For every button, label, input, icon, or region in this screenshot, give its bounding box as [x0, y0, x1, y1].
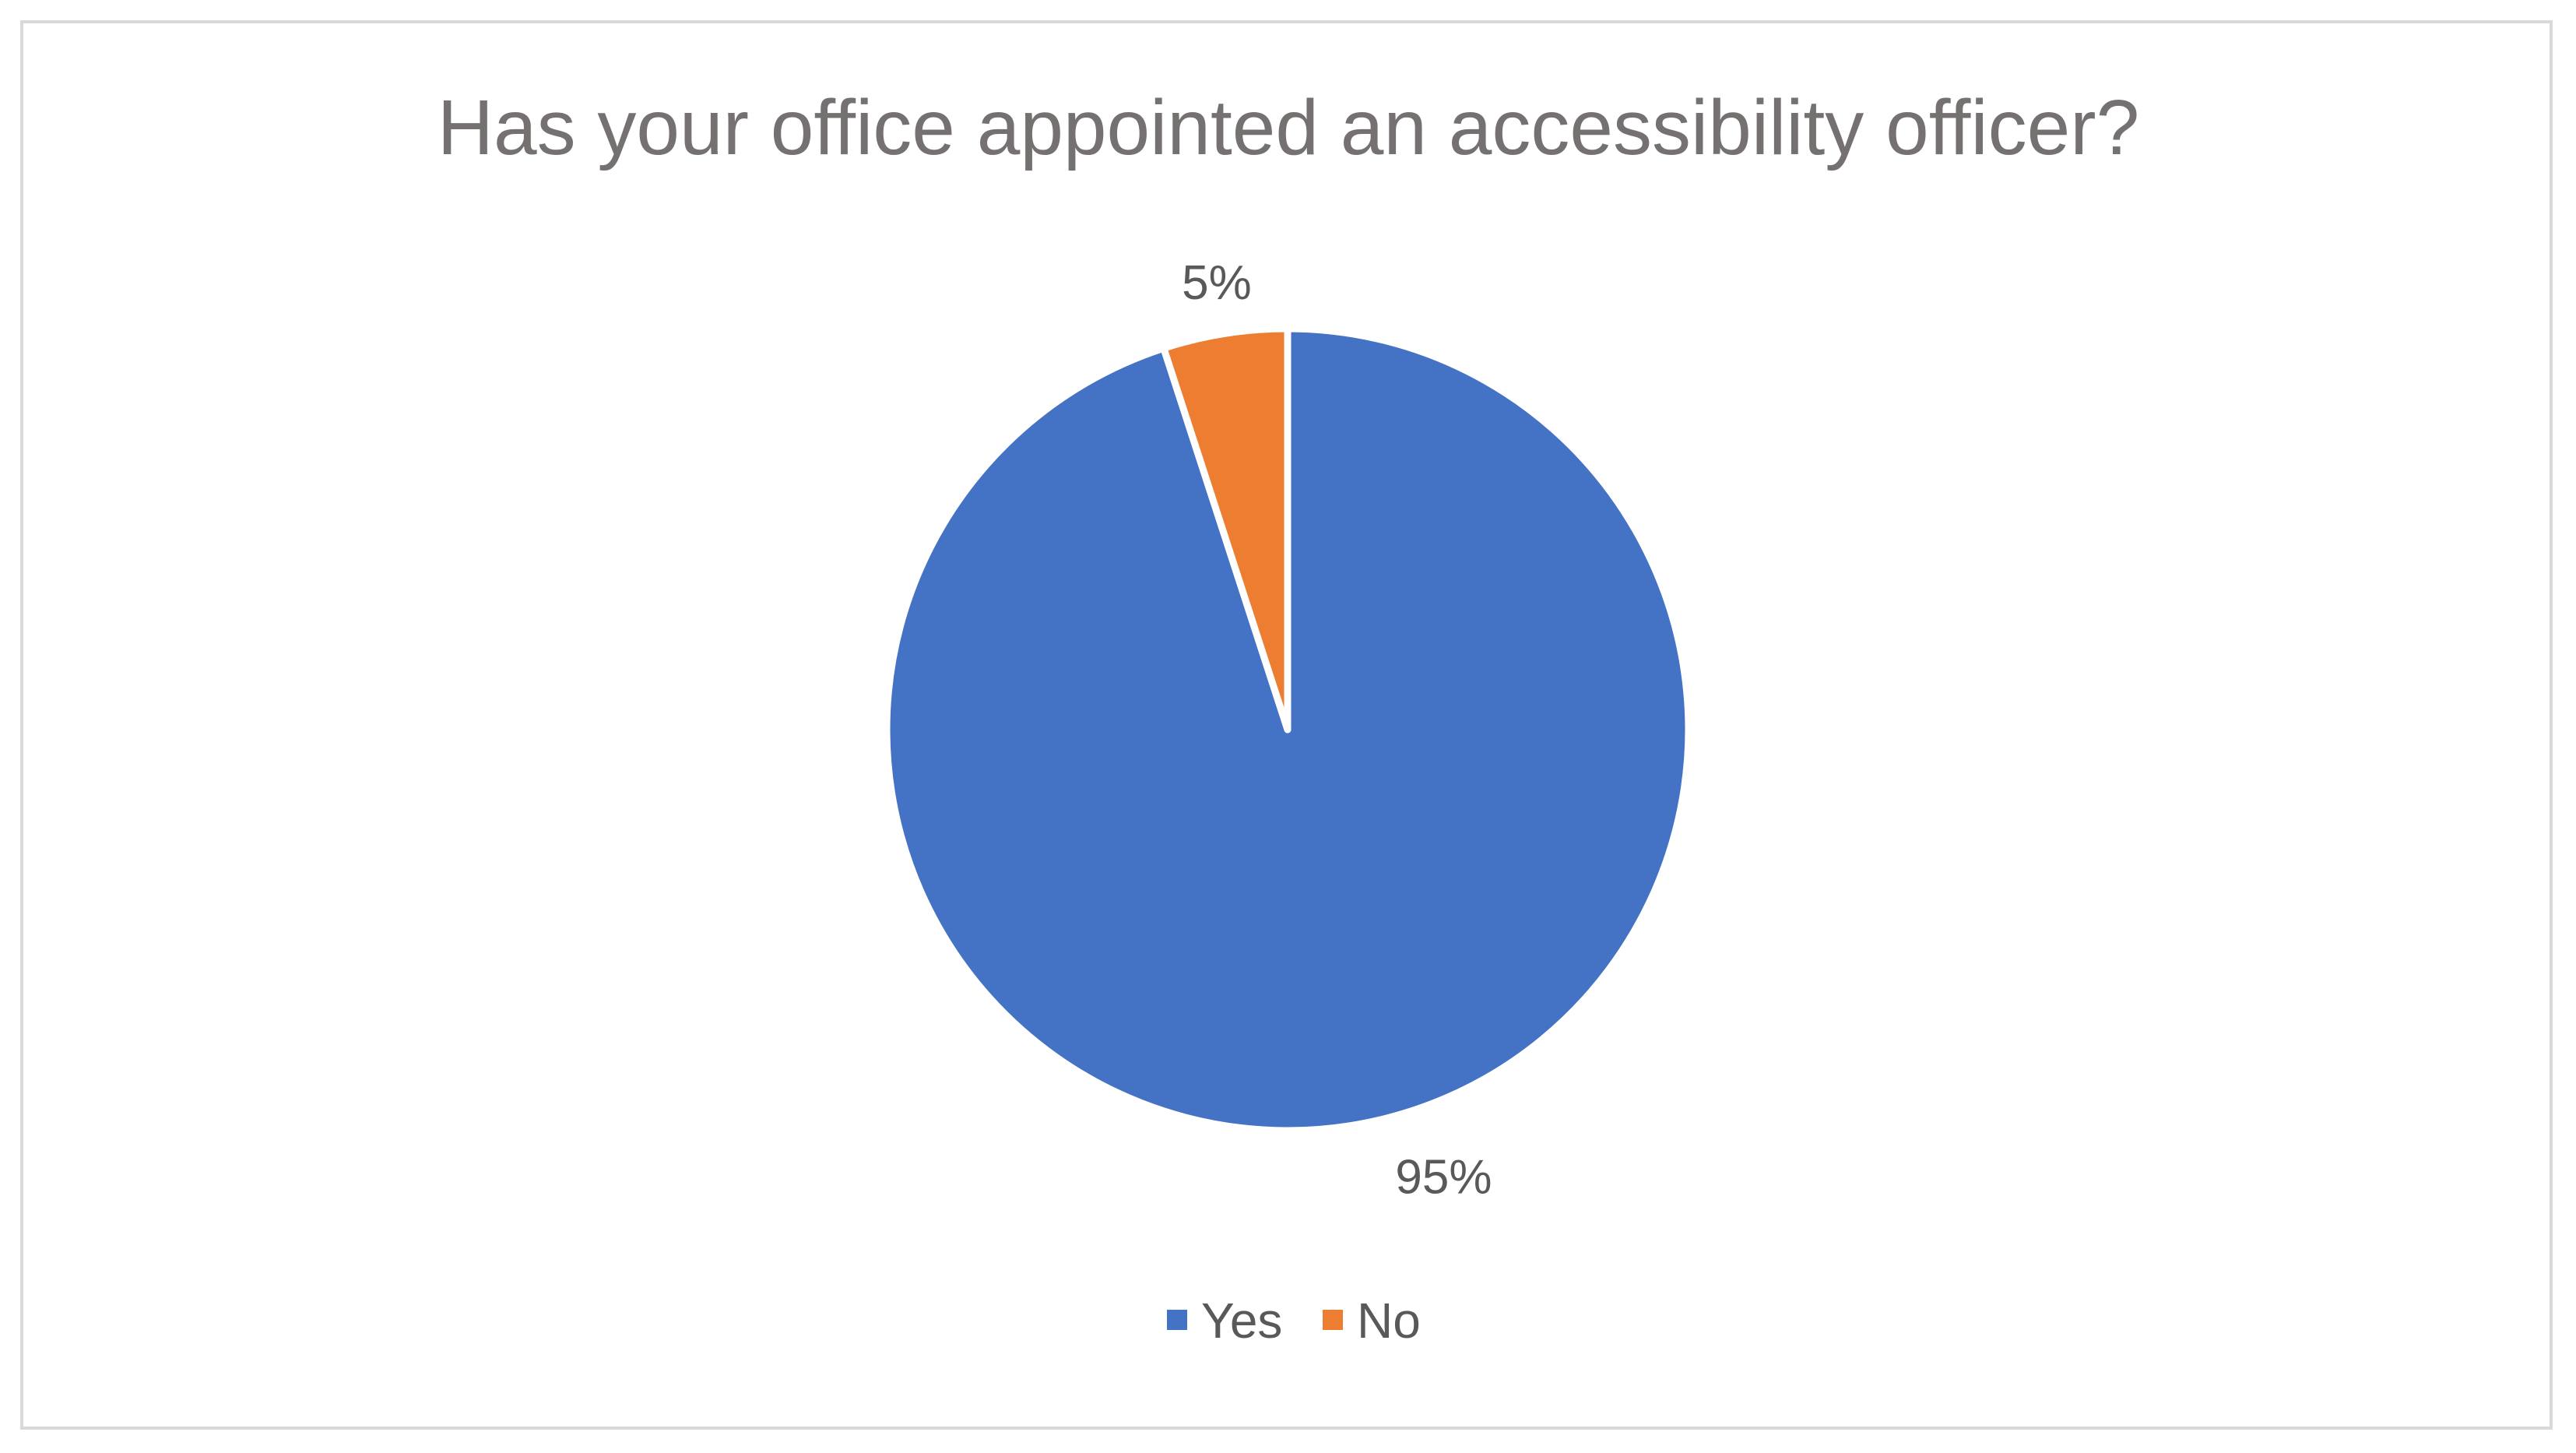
- pie: [883, 325, 1692, 1135]
- legend-label-yes: Yes: [1201, 1293, 1282, 1349]
- legend-swatch-yes: [1167, 1310, 1187, 1330]
- legend-swatch-no: [1323, 1310, 1343, 1330]
- data-label-yes: 95%: [1395, 1151, 1492, 1205]
- legend-item-yes: Yes: [1167, 1293, 1282, 1349]
- data-labels: 95% 5%: [1182, 256, 1492, 1204]
- legend: Yes No: [1167, 1293, 1421, 1349]
- data-label-no: 5%: [1182, 256, 1252, 310]
- legend-label-no: No: [1357, 1293, 1421, 1349]
- chart-title: Has your office appointed an accessibili…: [438, 84, 2139, 171]
- pie-slice-no: [1160, 325, 1292, 734]
- legend-item-no: No: [1323, 1293, 1421, 1349]
